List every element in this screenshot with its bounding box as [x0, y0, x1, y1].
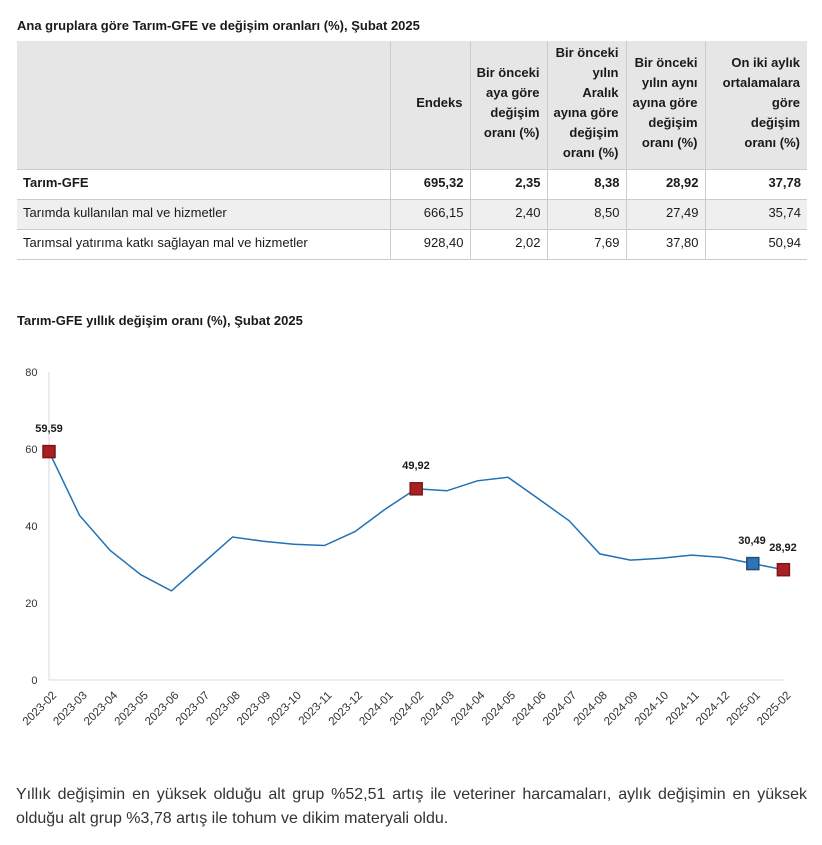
- svg-text:60: 60: [25, 444, 37, 456]
- svg-text:2024-10: 2024-10: [633, 690, 671, 728]
- svg-text:2025-02: 2025-02: [755, 690, 793, 728]
- svg-text:59,59: 59,59: [35, 423, 63, 435]
- svg-text:30,49: 30,49: [738, 535, 766, 547]
- svg-text:49,92: 49,92: [402, 460, 430, 472]
- svg-text:40: 40: [25, 521, 37, 533]
- svg-text:28,92: 28,92: [769, 542, 797, 554]
- svg-text:2023-10: 2023-10: [266, 690, 304, 728]
- svg-text:0: 0: [31, 675, 37, 687]
- svg-text:80: 80: [25, 367, 37, 379]
- svg-text:20: 20: [25, 598, 37, 610]
